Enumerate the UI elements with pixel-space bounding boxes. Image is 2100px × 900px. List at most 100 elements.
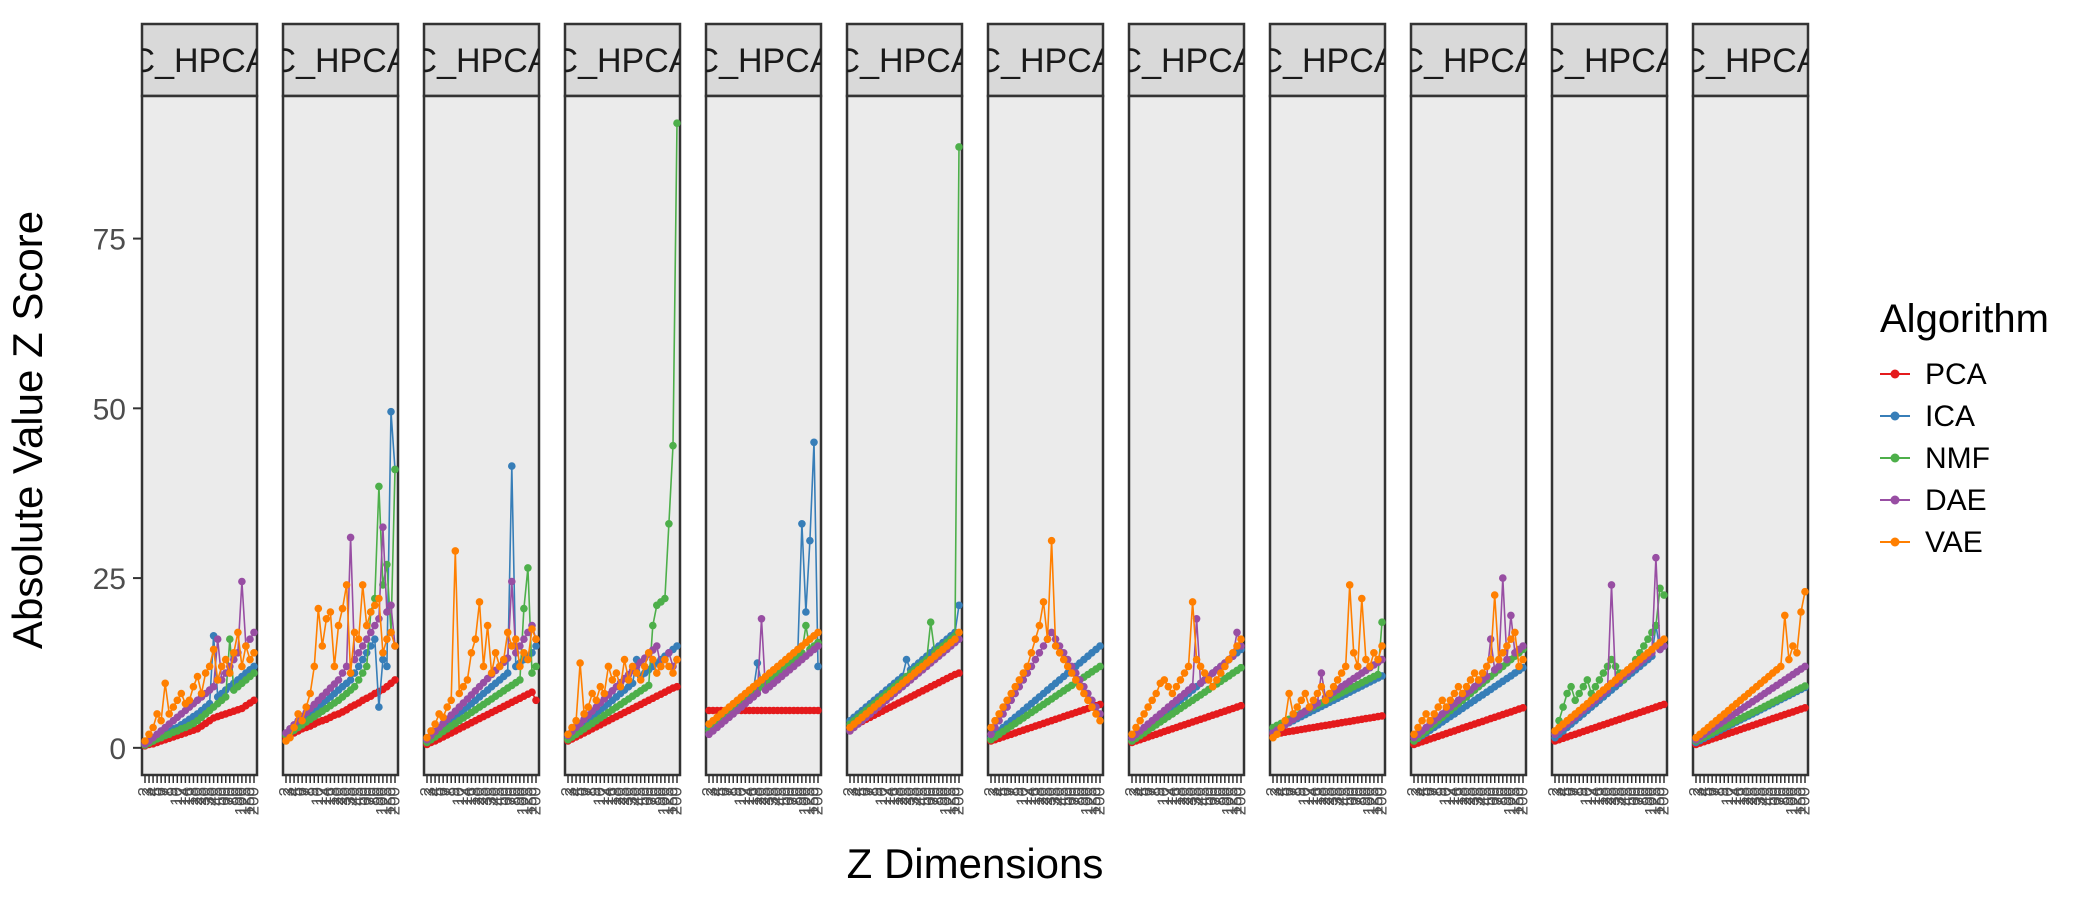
x-tick-label: 14 <box>739 787 758 806</box>
x-tick-label: 7 <box>1142 787 1161 796</box>
x-tick-label: 125 <box>376 787 395 815</box>
data-point-dae <box>987 730 995 739</box>
data-point-vae <box>991 716 999 725</box>
data-point-vae <box>379 649 387 657</box>
x-tick-label: 45 <box>630 787 649 806</box>
x-tick-label: 4 <box>1271 787 1290 796</box>
x-tick-label: 9 <box>586 787 605 796</box>
x-tick-label: 4 <box>566 787 585 796</box>
x-tick-label: 14 <box>316 787 335 806</box>
data-point-vae <box>532 635 540 643</box>
data-point-ica <box>1096 642 1104 650</box>
data-point-vae <box>955 628 963 637</box>
data-point-vae <box>1289 710 1297 718</box>
x-tick-label: 3 <box>1126 787 1145 796</box>
data-point-nmf <box>1660 591 1668 599</box>
x-tick-label: 40 <box>1049 787 1068 806</box>
x-tick-label: 25 <box>1742 787 1761 806</box>
data-point-vae <box>1305 703 1314 711</box>
legend-item-vae: VAE <box>1880 526 1983 559</box>
data-point-vae <box>310 662 319 671</box>
data-point-nmf <box>221 693 230 701</box>
data-point-nmf <box>1607 655 1616 664</box>
x-tick-label: 7 <box>155 787 174 796</box>
data-point-dae <box>213 635 222 643</box>
data-point-ica <box>503 669 512 677</box>
data-point-vae <box>250 649 258 657</box>
data-point-vae <box>1200 669 1209 677</box>
data-point-vae <box>354 635 363 643</box>
x-tick-label: 200 <box>1230 787 1249 815</box>
x-tick-label: 70 <box>1065 787 1084 806</box>
series-line-nmf <box>1554 585 1665 735</box>
data-point-vae <box>189 682 198 691</box>
x-tick-label: 60 <box>497 787 516 806</box>
x-tick-label: 9 <box>1291 787 1310 796</box>
data-point-pca <box>532 696 540 705</box>
data-point-vae <box>1072 676 1080 684</box>
x-tick-label: 150 <box>944 787 963 815</box>
data-point-vae <box>242 642 250 650</box>
x-tick-label: 7 <box>296 787 315 796</box>
x-tick-label: 6 <box>574 787 593 796</box>
data-point-dae <box>346 533 355 542</box>
x-tick-label: 60 <box>1766 787 1785 806</box>
data-point-vae <box>987 723 995 732</box>
data-point-ica <box>810 438 818 447</box>
data-point-ica <box>673 642 681 650</box>
data-point-vae <box>1777 662 1785 671</box>
data-point-dae <box>516 642 524 650</box>
x-tick-label: 4 <box>1694 787 1713 796</box>
x-tick-label: 20 <box>751 787 770 806</box>
x-tick-label: 20 <box>1174 787 1193 806</box>
facet-panel-5: C_HPCA2345678910121416182025303540455060… <box>698 22 826 815</box>
x-tick-label: 70 <box>924 787 943 806</box>
x-tick-label: 30 <box>1605 787 1624 806</box>
x-tick-label: 35 <box>481 787 500 806</box>
x-tick-label: 5 <box>1416 787 1435 796</box>
data-point-vae <box>669 669 677 677</box>
x-tick-label: 10 <box>1718 787 1737 806</box>
data-point-dae <box>1031 655 1040 664</box>
data-point-vae <box>193 672 202 681</box>
data-point-vae <box>1188 598 1197 606</box>
x-tick-label: 80 <box>1774 787 1793 806</box>
series-line-vae <box>426 550 537 739</box>
data-point-vae <box>584 703 592 711</box>
data-point-vae <box>1478 669 1487 677</box>
legend-items: PCA ICA NMF DAE VAE <box>1880 358 1990 559</box>
data-point-vae <box>628 662 637 671</box>
data-point-dae <box>653 642 661 650</box>
data-point-vae <box>1293 703 1301 711</box>
data-point-vae <box>1660 635 1668 643</box>
x-tick-label: 14 <box>880 787 899 806</box>
data-point-dae <box>209 682 218 691</box>
x-tick-label: 20 <box>469 787 488 806</box>
data-point-vae <box>145 730 153 739</box>
data-point-vae <box>286 733 294 742</box>
series-dae <box>1269 655 1386 737</box>
x-tick-label: 125 <box>1222 787 1241 815</box>
x-tick-label: 80 <box>505 787 524 806</box>
data-point-vae <box>1410 730 1418 739</box>
legend-label: VAE <box>1925 526 1983 559</box>
data-point-dae <box>1499 574 1507 582</box>
x-tick-label: 5 <box>993 787 1012 796</box>
x-tick-label: 18 <box>1593 787 1612 806</box>
data-point-vae <box>1096 716 1104 725</box>
data-point-vae <box>371 601 379 610</box>
legend-point-key <box>1890 453 1900 463</box>
x-tick-label: 200 <box>1371 787 1390 815</box>
x-tick-label: 8 <box>1569 787 1588 796</box>
data-point-vae <box>306 689 315 698</box>
x-tick-label: 150 <box>380 787 399 815</box>
data-point-vae <box>1088 703 1096 711</box>
x-tick-label: 6 <box>715 787 734 796</box>
data-point-vae <box>1011 682 1019 691</box>
x-tick-label: 12 <box>453 787 472 806</box>
data-point-vae <box>528 625 536 633</box>
x-tick-label: 40 <box>485 787 504 806</box>
data-point-dae <box>753 689 762 698</box>
x-tick-label: 80 <box>1633 787 1652 806</box>
x-axis-ticks: 2345678910121416182025303540455060708090… <box>1121 775 1249 815</box>
